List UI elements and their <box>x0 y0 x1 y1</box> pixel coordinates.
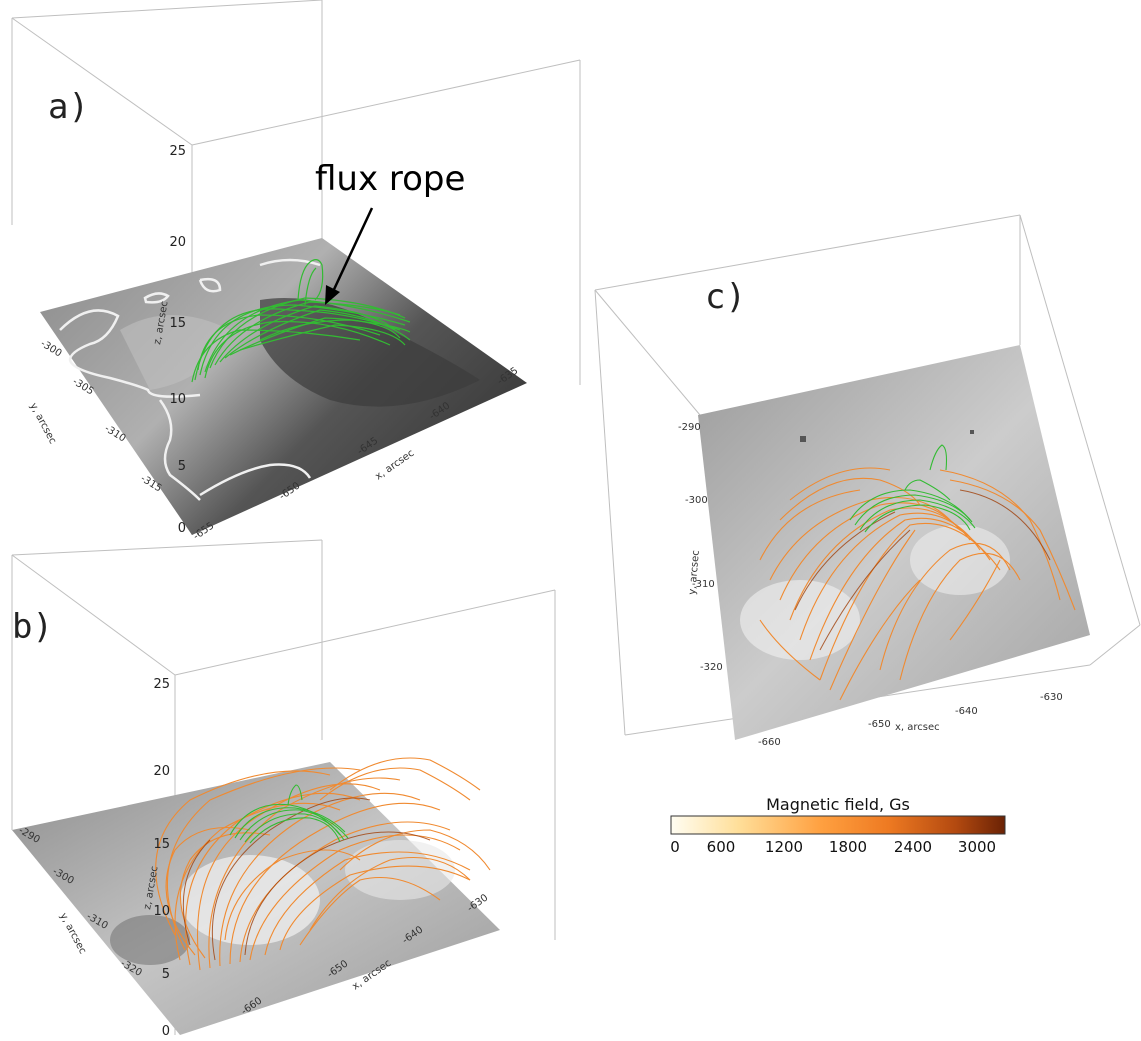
panel-c-y-tick: -310 <box>692 579 715 590</box>
colorbar-tick: 2400 <box>894 838 932 856</box>
panel-b-y-label: y, arcsec <box>57 911 88 956</box>
panel-b-flux-rope <box>229 784 349 844</box>
colorbar-title: Magnetic field, Gs <box>766 795 910 814</box>
panel-a-y-label: y, arcsec <box>27 401 58 446</box>
colorbar-tick: 600 <box>707 838 736 856</box>
panel-c-x-tick: -660 <box>758 737 781 748</box>
panel-a-contours <box>59 258 321 501</box>
panel-c-x-axis: -660 -650 -640 -630 x, arcsec <box>758 692 1063 748</box>
colorbar-tick: 1800 <box>829 838 867 856</box>
panel-b: 0 5 10 15 20 25 z, arcsec -290 -300 -310… <box>11 539 556 1039</box>
panel-b-z-tick: 25 <box>153 677 170 692</box>
panel-b-z-tick: 20 <box>153 764 170 779</box>
panel-a-box <box>11 0 581 535</box>
panel-c-flux-rope <box>849 444 976 533</box>
colorbar-tick: 0 <box>670 838 680 856</box>
panel-b-label: b) <box>12 607 53 647</box>
panel-c: -290 -300 -310 -320 y, arcsec -660 -650 … <box>594 214 1141 748</box>
panel-c-x-label: x, arcsec <box>895 722 940 733</box>
panel-a-z-tick: 15 <box>169 316 186 331</box>
panel-b-z-tick: 0 <box>162 1024 170 1039</box>
panel-a-z-tick: 25 <box>169 144 186 159</box>
panel-a-z-tick: 0 <box>178 521 186 536</box>
panel-a-z-tick: 20 <box>169 235 186 250</box>
panel-c-magnetogram <box>698 345 1090 740</box>
flux-rope-arrowhead <box>325 285 340 305</box>
panel-b-z-tick: 10 <box>153 904 170 919</box>
panel-b-z-tick: 15 <box>153 837 170 852</box>
panel-c-x-tick: -640 <box>955 706 978 717</box>
panel-c-box <box>594 214 1141 736</box>
panel-a-label: a) <box>48 87 89 127</box>
colorbar: Magnetic field, Gs 0 600 1200 1800 2400 … <box>670 795 1006 856</box>
panel-c-y-tick: -290 <box>678 422 701 433</box>
panel-a-z-tick: 10 <box>169 392 186 407</box>
flux-rope-arrow <box>328 207 374 299</box>
panel-a-z-tick: 5 <box>178 459 186 474</box>
panel-b-z-tick: 5 <box>162 967 170 982</box>
panel-c-label: c) <box>705 277 746 317</box>
panel-a-x-label: x, arcsec <box>373 448 416 483</box>
colorbar-gradient <box>670 815 1006 835</box>
panel-c-y-tick: -300 <box>685 495 708 506</box>
panel-c-y-axis: -290 -300 -310 -320 y, arcsec <box>678 422 723 673</box>
panel-c-x-tick: -650 <box>868 719 891 730</box>
panel-c-y-tick: -320 <box>700 662 723 673</box>
panel-a-magnetogram <box>40 238 527 535</box>
flux-rope-annotation: flux rope <box>315 159 465 199</box>
panel-c-y-label: y, arcsec <box>687 550 702 595</box>
colorbar-tick: 1200 <box>765 838 803 856</box>
panel-a-y-tick: -300 <box>38 338 63 359</box>
colorbar-tick: 3000 <box>958 838 996 856</box>
panel-a: 0 5 10 15 20 25 z, arcsec -300 -305 -310… <box>11 0 581 542</box>
panel-a-flux-rope <box>191 259 411 383</box>
panel-c-x-tick: -630 <box>1040 692 1063 703</box>
